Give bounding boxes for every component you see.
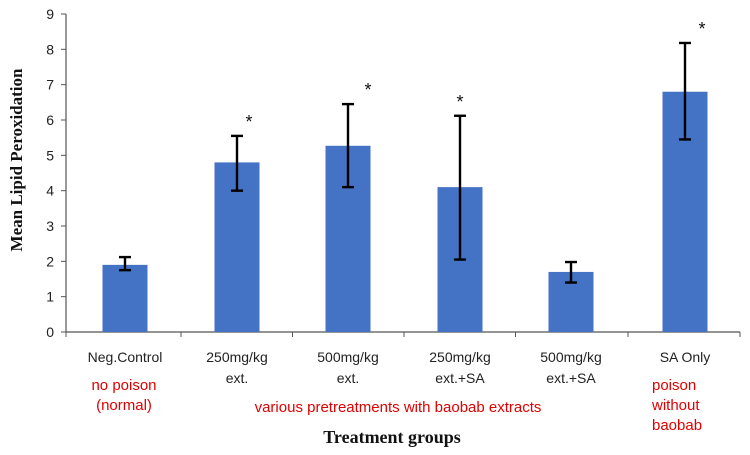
category-label: SA Only — [660, 349, 711, 365]
y-axis-label: Mean Lipid Peroxidation — [7, 68, 26, 251]
y-tick-label: 0 — [46, 324, 54, 340]
bars — [102, 91, 708, 332]
error-bar — [231, 134, 243, 192]
x-axis-label: Treatment groups — [323, 427, 461, 447]
error-bars — [119, 41, 691, 284]
annotation-text: poison — [652, 377, 696, 394]
y-tick-label: 7 — [46, 77, 54, 93]
category-labels: Neg.Control 250mg/kg ext. 500mg/kg ext. 250mg… — [88, 349, 711, 386]
significance-star: * — [364, 80, 371, 100]
category-label: 250mg/kg — [206, 349, 267, 365]
annotation-text: no poison — [91, 377, 156, 394]
y-tick-label: 4 — [46, 183, 54, 199]
category-label: 500mg/kg — [540, 349, 601, 365]
error-bar — [119, 255, 131, 272]
category-label: 500mg/kg — [317, 349, 378, 365]
annotations: no poison (normal) various pretreatments w… — [91, 377, 702, 434]
category-label: ext. — [337, 370, 360, 386]
error-bar — [454, 114, 466, 261]
annotation-text: various pretreatments with baobab extrac… — [255, 399, 542, 416]
axes — [65, 14, 741, 337]
significance-star: * — [245, 112, 252, 132]
y-tick-label: 8 — [46, 41, 54, 57]
y-ticks: 0 1 2 3 4 5 6 7 8 9 — [46, 6, 66, 340]
category-label: ext. — [226, 370, 249, 386]
annotation-text: without — [651, 397, 700, 414]
category-label: 250mg/kg — [429, 349, 490, 365]
category-label: Neg.Control — [88, 349, 163, 365]
y-tick-label: 6 — [46, 112, 54, 128]
significance-star: * — [698, 19, 705, 39]
bar — [102, 264, 148, 332]
y-tick-label: 9 — [46, 6, 54, 22]
significance-markers: * * * * — [245, 19, 705, 132]
category-label: ext.+SA — [546, 370, 596, 386]
y-tick-label: 5 — [46, 147, 54, 163]
y-tick-label: 1 — [46, 289, 54, 305]
y-tick-label: 2 — [46, 253, 54, 269]
error-bar — [565, 260, 577, 284]
significance-star: * — [456, 92, 463, 112]
error-bar — [679, 41, 691, 141]
annotation-text: (normal) — [96, 397, 152, 414]
y-tick-label: 3 — [46, 218, 54, 234]
category-label: ext.+SA — [435, 370, 485, 386]
annotation-text: baobab — [652, 417, 702, 434]
error-bar — [342, 102, 354, 189]
